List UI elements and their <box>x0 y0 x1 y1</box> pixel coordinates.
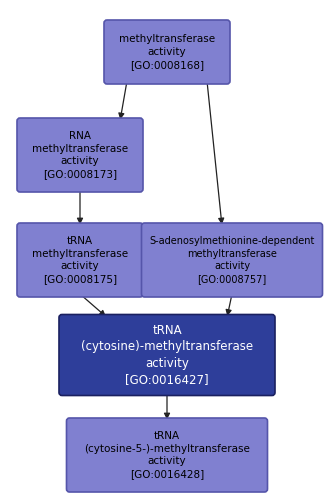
Text: RNA
methyltransferase
activity
[GO:0008173]: RNA methyltransferase activity [GO:00081… <box>32 131 128 179</box>
FancyBboxPatch shape <box>17 118 143 192</box>
Text: tRNA
methyltransferase
activity
[GO:0008175]: tRNA methyltransferase activity [GO:0008… <box>32 236 128 284</box>
FancyBboxPatch shape <box>67 418 268 492</box>
FancyBboxPatch shape <box>104 20 230 84</box>
FancyBboxPatch shape <box>141 223 323 297</box>
FancyBboxPatch shape <box>17 223 143 297</box>
FancyBboxPatch shape <box>59 314 275 396</box>
Text: S-adenosylmethionine-dependent
methyltransferase
activity
[GO:0008757]: S-adenosylmethionine-dependent methyltra… <box>149 236 315 284</box>
Text: tRNA
(cytosine-5-)-methyltransferase
activity
[GO:0016428]: tRNA (cytosine-5-)-methyltransferase act… <box>84 431 250 479</box>
Text: tRNA
(cytosine)-methyltransferase
activity
[GO:0016427]: tRNA (cytosine)-methyltransferase activi… <box>81 324 253 386</box>
Text: methyltransferase
activity
[GO:0008168]: methyltransferase activity [GO:0008168] <box>119 34 215 70</box>
